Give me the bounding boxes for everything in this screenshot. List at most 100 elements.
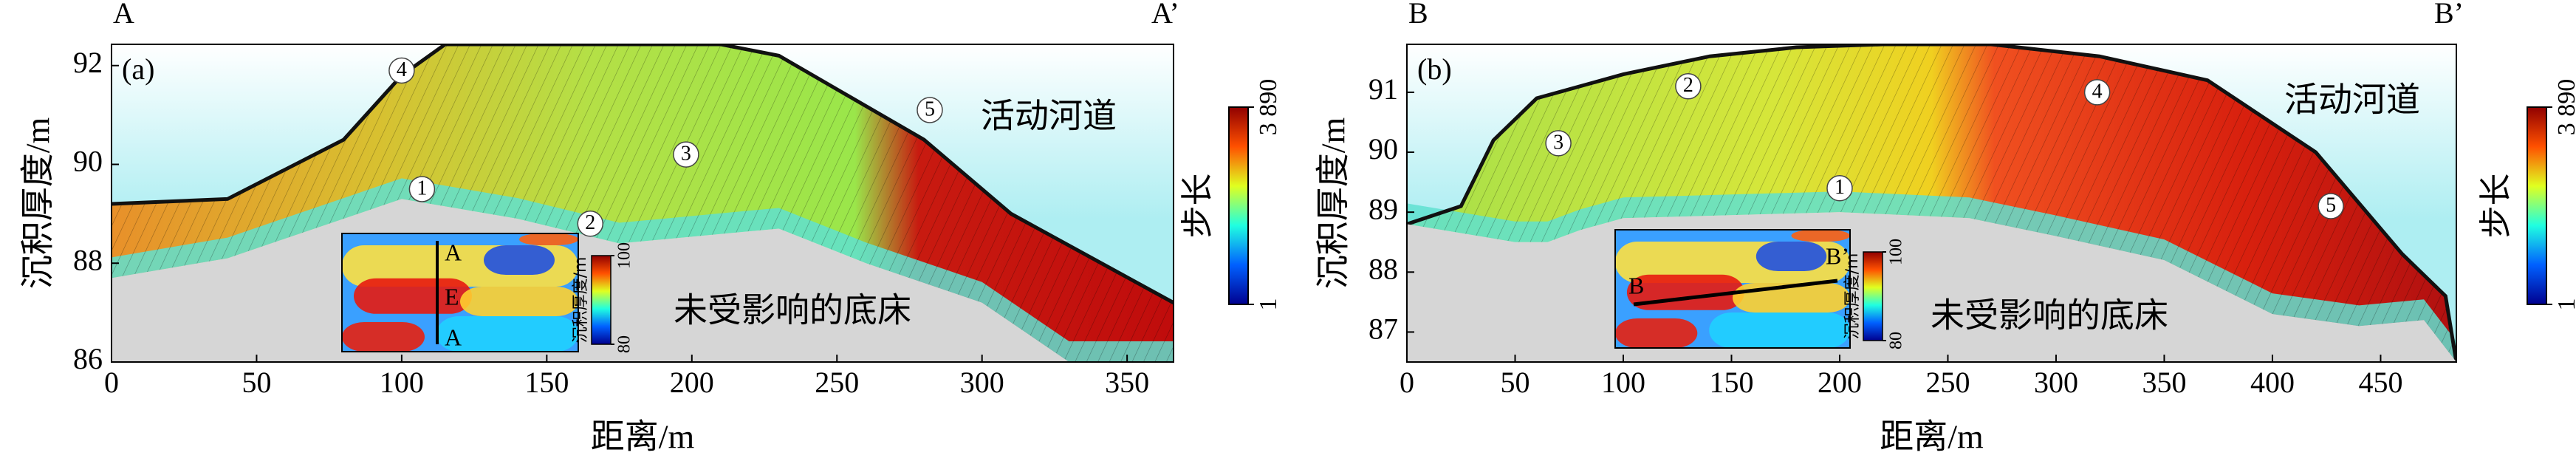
y-tick-label: 88 [1368, 252, 1398, 285]
x-tick-label: 0 [1400, 366, 1414, 399]
colorbar-label: 步长 [1179, 174, 1216, 239]
colorbar-tick-label: 3 890 [2553, 79, 2576, 136]
x-tick-label: 150 [1709, 366, 1753, 399]
inset-patch [436, 316, 578, 352]
layer-marker [1675, 73, 1702, 100]
layer-marker [2083, 79, 2111, 106]
inset-patch [519, 233, 578, 245]
inset-map: AEA 80 100 沉积厚度/m [341, 233, 634, 353]
x-tick-label: 200 [1818, 366, 1862, 399]
inset-colorbar-label: 沉积厚度/m [572, 257, 590, 344]
inset-patch [354, 278, 472, 314]
colorbar-label: 步长 [2477, 174, 2515, 239]
layer-marker [388, 57, 415, 84]
y-axis-label: 沉积厚度/m [19, 117, 57, 290]
x-tick-label: 100 [1601, 366, 1645, 399]
layer-marker [673, 141, 699, 168]
layer-label: 3 [1553, 131, 1563, 154]
colorbar [1228, 106, 1249, 305]
inset-patch [1755, 242, 1827, 271]
panel-label: (a) [122, 52, 154, 86]
x-tick-label: 150 [524, 366, 569, 399]
x-tick-label: 250 [1925, 366, 1970, 399]
layer-label: 4 [2092, 80, 2103, 103]
layer-label: 4 [397, 58, 407, 81]
inset-letter: E [445, 283, 459, 310]
layer-marker [2318, 193, 2344, 219]
x-tick-label: 200 [670, 366, 714, 399]
colorbar [2527, 106, 2547, 305]
x-tick-label: 450 [2358, 366, 2402, 399]
section-end: B’ [2434, 0, 2464, 30]
inset-colorbar [1863, 251, 1883, 341]
colorbar-tick-label: 1 [1255, 298, 1282, 311]
surface-line [112, 44, 1174, 304]
y-tick-label: 90 [73, 145, 103, 178]
panel-label: (b) [1417, 52, 1452, 86]
y-tick-label: 86 [73, 342, 103, 375]
x-tick-label: 0 [104, 366, 119, 399]
annotation: 活动河道 [981, 96, 1117, 136]
annotation: 活动河道 [2284, 80, 2420, 120]
inset-letter: A [445, 324, 462, 350]
layer-label: 3 [681, 143, 691, 165]
layer-lines [112, 44, 1174, 362]
x-axis-label: 距离/m [591, 418, 695, 456]
layer-marker [917, 97, 943, 123]
annotation: 未受影响的底床 [1931, 296, 2168, 335]
inset-patch [1791, 230, 1850, 242]
colorbar-tick-label: 1 [2553, 298, 2576, 311]
inset-colorbar-tick-label: 100 [615, 242, 634, 269]
y-tick-label: 89 [1368, 192, 1398, 225]
layer-label: 2 [585, 211, 595, 234]
inset-patch [484, 245, 555, 275]
x-tick-label: 300 [2034, 366, 2078, 399]
colorbar-tick-label: 3 890 [1255, 79, 1282, 136]
x-tick-label: 50 [242, 366, 271, 399]
layer-marker [1826, 174, 1853, 202]
inset-patch [342, 322, 425, 352]
plot-area [112, 44, 1174, 362]
layer-marker [408, 176, 436, 202]
inset-patch [1709, 313, 1850, 348]
layer-label: 2 [1683, 74, 1693, 97]
plot-area [1407, 44, 2456, 362]
y-tick-label: 91 [1368, 72, 1398, 106]
annotation: 未受影响的底床 [674, 290, 911, 330]
x-axis-label: 距离/m [1880, 418, 1984, 456]
x-tick-label: 400 [2250, 366, 2295, 399]
layer-marker [577, 211, 604, 237]
section-start: A [113, 0, 134, 30]
section-end: A’ [1151, 0, 1179, 30]
inset-letter: A [445, 239, 462, 265]
inset-patch [460, 287, 578, 316]
layer-marker [1545, 130, 1572, 157]
inset-colorbar-tick-label: 80 [615, 335, 634, 353]
inset-patch [1615, 318, 1698, 348]
layer-label: 1 [417, 177, 427, 199]
x-tick-label: 350 [1105, 366, 1149, 399]
inset-colorbar-tick-label: 80 [1887, 332, 1906, 349]
inset-colorbar-tick-label: 100 [1887, 239, 1906, 265]
inset-frame [341, 233, 579, 352]
y-tick-label: 87 [1368, 313, 1398, 346]
plot-frame [111, 44, 1174, 363]
y-tick-label: 92 [73, 46, 103, 79]
inset-letter: B [1628, 272, 1644, 298]
y-axis-label: 沉积厚度/m [1315, 117, 1352, 290]
layer-label: 5 [925, 98, 935, 120]
section-start: B [1408, 0, 1428, 30]
x-tick-label: 250 [815, 366, 859, 399]
inset-colorbar [591, 255, 612, 345]
layer-label: 1 [1835, 176, 1845, 199]
x-tick-label: 50 [1500, 366, 1530, 399]
panel-a: 0 50 100 150 200 250 300 350 86 88 90 92 距离/m 沉积厚度/m (… [19, 0, 1282, 456]
y-tick-label: 88 [73, 243, 103, 276]
plot-frame [1406, 44, 2457, 363]
panel-b: 0 50 100 150 200 250 300 350 400 450 87 88 89 90 91 距离/… [1315, 0, 2576, 456]
x-tick-label: 100 [380, 366, 424, 399]
x-tick-label: 350 [2142, 366, 2186, 399]
inset-colorbar-label: 沉积厚度/m [1843, 253, 1862, 340]
inset-letter: B’ [1826, 242, 1849, 269]
